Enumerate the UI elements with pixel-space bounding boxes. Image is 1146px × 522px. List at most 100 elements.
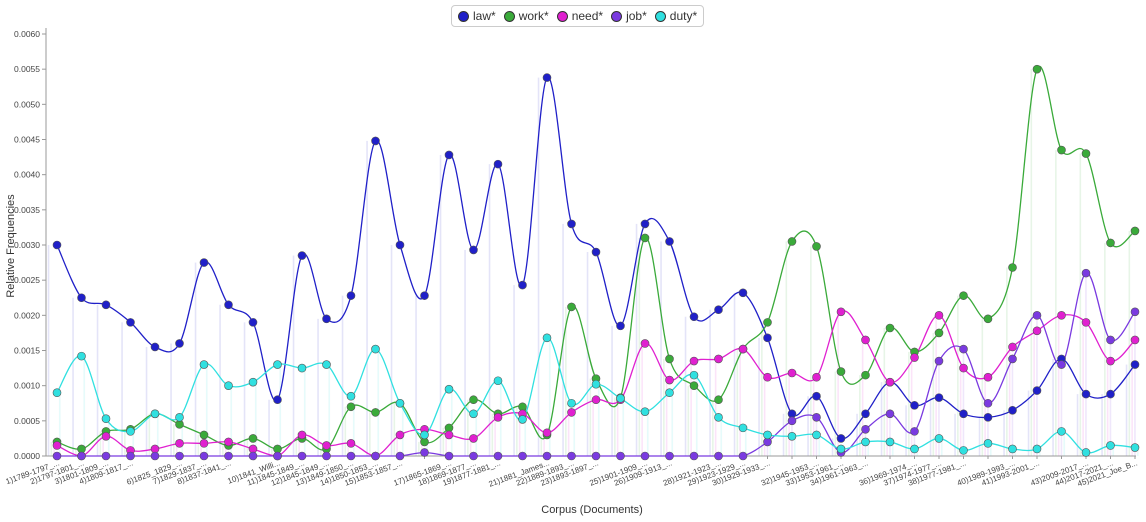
data-point-need[interactable]	[591, 395, 601, 405]
data-point-duty[interactable]	[591, 379, 601, 389]
data-point-duty[interactable]	[934, 434, 944, 443]
data-point-law[interactable]	[52, 240, 62, 250]
data-point-job[interactable]	[469, 451, 478, 461]
data-point-job[interactable]	[861, 424, 870, 434]
data-point-work[interactable]	[983, 314, 993, 324]
data-point-law[interactable]	[444, 150, 454, 160]
data-point-law[interactable]	[101, 300, 111, 310]
data-point-need[interactable]	[469, 434, 478, 443]
data-point-duty[interactable]	[959, 446, 968, 455]
data-point-need[interactable]	[738, 344, 748, 354]
data-point-law[interactable]	[371, 136, 380, 146]
data-point-law[interactable]	[175, 339, 184, 348]
data-point-duty[interactable]	[689, 370, 699, 380]
data-point-duty[interactable]	[885, 437, 895, 447]
data-point-job[interactable]	[322, 451, 331, 461]
data-point-need[interactable]	[934, 311, 944, 320]
data-point-duty[interactable]	[665, 388, 674, 398]
data-point-need[interactable]	[493, 413, 503, 422]
data-point-need[interactable]	[444, 430, 454, 440]
data-point-job[interactable]	[77, 451, 86, 461]
data-point-job[interactable]	[934, 356, 944, 366]
data-point-duty[interactable]	[542, 333, 552, 343]
legend-item-work[interactable]: work*	[503, 9, 549, 23]
data-point-need[interactable]	[542, 428, 552, 438]
data-point-need[interactable]	[1008, 342, 1017, 352]
data-point-duty[interactable]	[101, 414, 111, 424]
data-point-job[interactable]	[665, 451, 674, 461]
data-point-duty[interactable]	[322, 360, 331, 369]
data-point-law[interactable]	[640, 219, 650, 229]
data-point-law[interactable]	[395, 240, 405, 250]
data-point-need[interactable]	[101, 432, 111, 441]
data-point-job[interactable]	[1130, 307, 1140, 317]
data-point-duty[interactable]	[175, 413, 184, 422]
data-point-need[interactable]	[910, 353, 919, 362]
data-point-need[interactable]	[224, 437, 233, 447]
data-point-law[interactable]	[322, 314, 331, 324]
data-point-job[interactable]	[1106, 335, 1115, 345]
data-point-job[interactable]	[420, 448, 429, 457]
data-point-job[interactable]	[616, 451, 625, 461]
data-point-duty[interactable]	[1032, 444, 1042, 454]
data-point-work[interactable]	[763, 318, 772, 327]
data-point-work[interactable]	[689, 381, 699, 390]
data-point-need[interactable]	[1032, 326, 1042, 336]
data-point-job[interactable]	[248, 451, 258, 461]
data-point-job[interactable]	[591, 451, 601, 461]
data-point-job[interactable]	[444, 451, 454, 461]
data-point-duty[interactable]	[444, 384, 454, 394]
legend-item-law[interactable]: law*	[458, 9, 496, 23]
data-point-job[interactable]	[714, 451, 723, 461]
data-point-law[interactable]	[812, 391, 821, 401]
data-point-need[interactable]	[1106, 356, 1115, 366]
data-point-need[interactable]	[322, 441, 331, 450]
data-point-need[interactable]	[689, 356, 699, 366]
data-point-job[interactable]	[738, 451, 748, 461]
data-point-duty[interactable]	[1081, 448, 1091, 457]
data-point-law[interactable]	[665, 237, 674, 246]
data-point-duty[interactable]	[150, 409, 160, 419]
data-point-law[interactable]	[983, 413, 993, 422]
data-point-job[interactable]	[199, 451, 209, 461]
data-point-work[interactable]	[1008, 263, 1017, 272]
data-point-need[interactable]	[175, 439, 184, 448]
data-point-need[interactable]	[567, 408, 576, 417]
data-point-need[interactable]	[52, 441, 62, 450]
data-point-work[interactable]	[469, 395, 478, 405]
data-point-duty[interactable]	[714, 413, 723, 422]
data-point-duty[interactable]	[812, 430, 821, 440]
data-point-law[interactable]	[199, 258, 209, 267]
data-point-need[interactable]	[665, 375, 674, 385]
data-point-job[interactable]	[787, 416, 797, 426]
data-point-job[interactable]	[518, 451, 527, 461]
data-point-job[interactable]	[1081, 268, 1091, 278]
data-point-job[interactable]	[567, 451, 576, 461]
data-point-work[interactable]	[714, 395, 723, 405]
data-point-duty[interactable]	[248, 377, 258, 387]
data-point-law[interactable]	[542, 73, 552, 82]
data-point-law[interactable]	[714, 305, 723, 315]
data-point-job[interactable]	[640, 451, 650, 461]
data-point-duty[interactable]	[518, 415, 527, 424]
data-point-duty[interactable]	[346, 391, 356, 401]
data-point-need[interactable]	[395, 430, 405, 440]
data-point-job[interactable]	[1057, 360, 1066, 369]
data-point-need[interactable]	[1057, 311, 1066, 320]
data-point-work[interactable]	[861, 370, 870, 380]
data-point-duty[interactable]	[420, 430, 429, 440]
data-point-law[interactable]	[910, 401, 919, 410]
data-point-need[interactable]	[1081, 318, 1091, 327]
data-point-law[interactable]	[297, 251, 307, 260]
data-point-duty[interactable]	[861, 437, 870, 447]
data-point-duty[interactable]	[273, 360, 282, 369]
data-point-work[interactable]	[836, 367, 846, 376]
data-point-work[interactable]	[665, 354, 674, 364]
data-point-work[interactable]	[567, 302, 576, 312]
data-point-need[interactable]	[714, 354, 723, 364]
data-point-law[interactable]	[836, 434, 846, 443]
data-point-law[interactable]	[1081, 389, 1091, 399]
data-point-law[interactable]	[248, 318, 258, 327]
data-point-law[interactable]	[763, 333, 772, 343]
data-point-need[interactable]	[861, 335, 870, 345]
